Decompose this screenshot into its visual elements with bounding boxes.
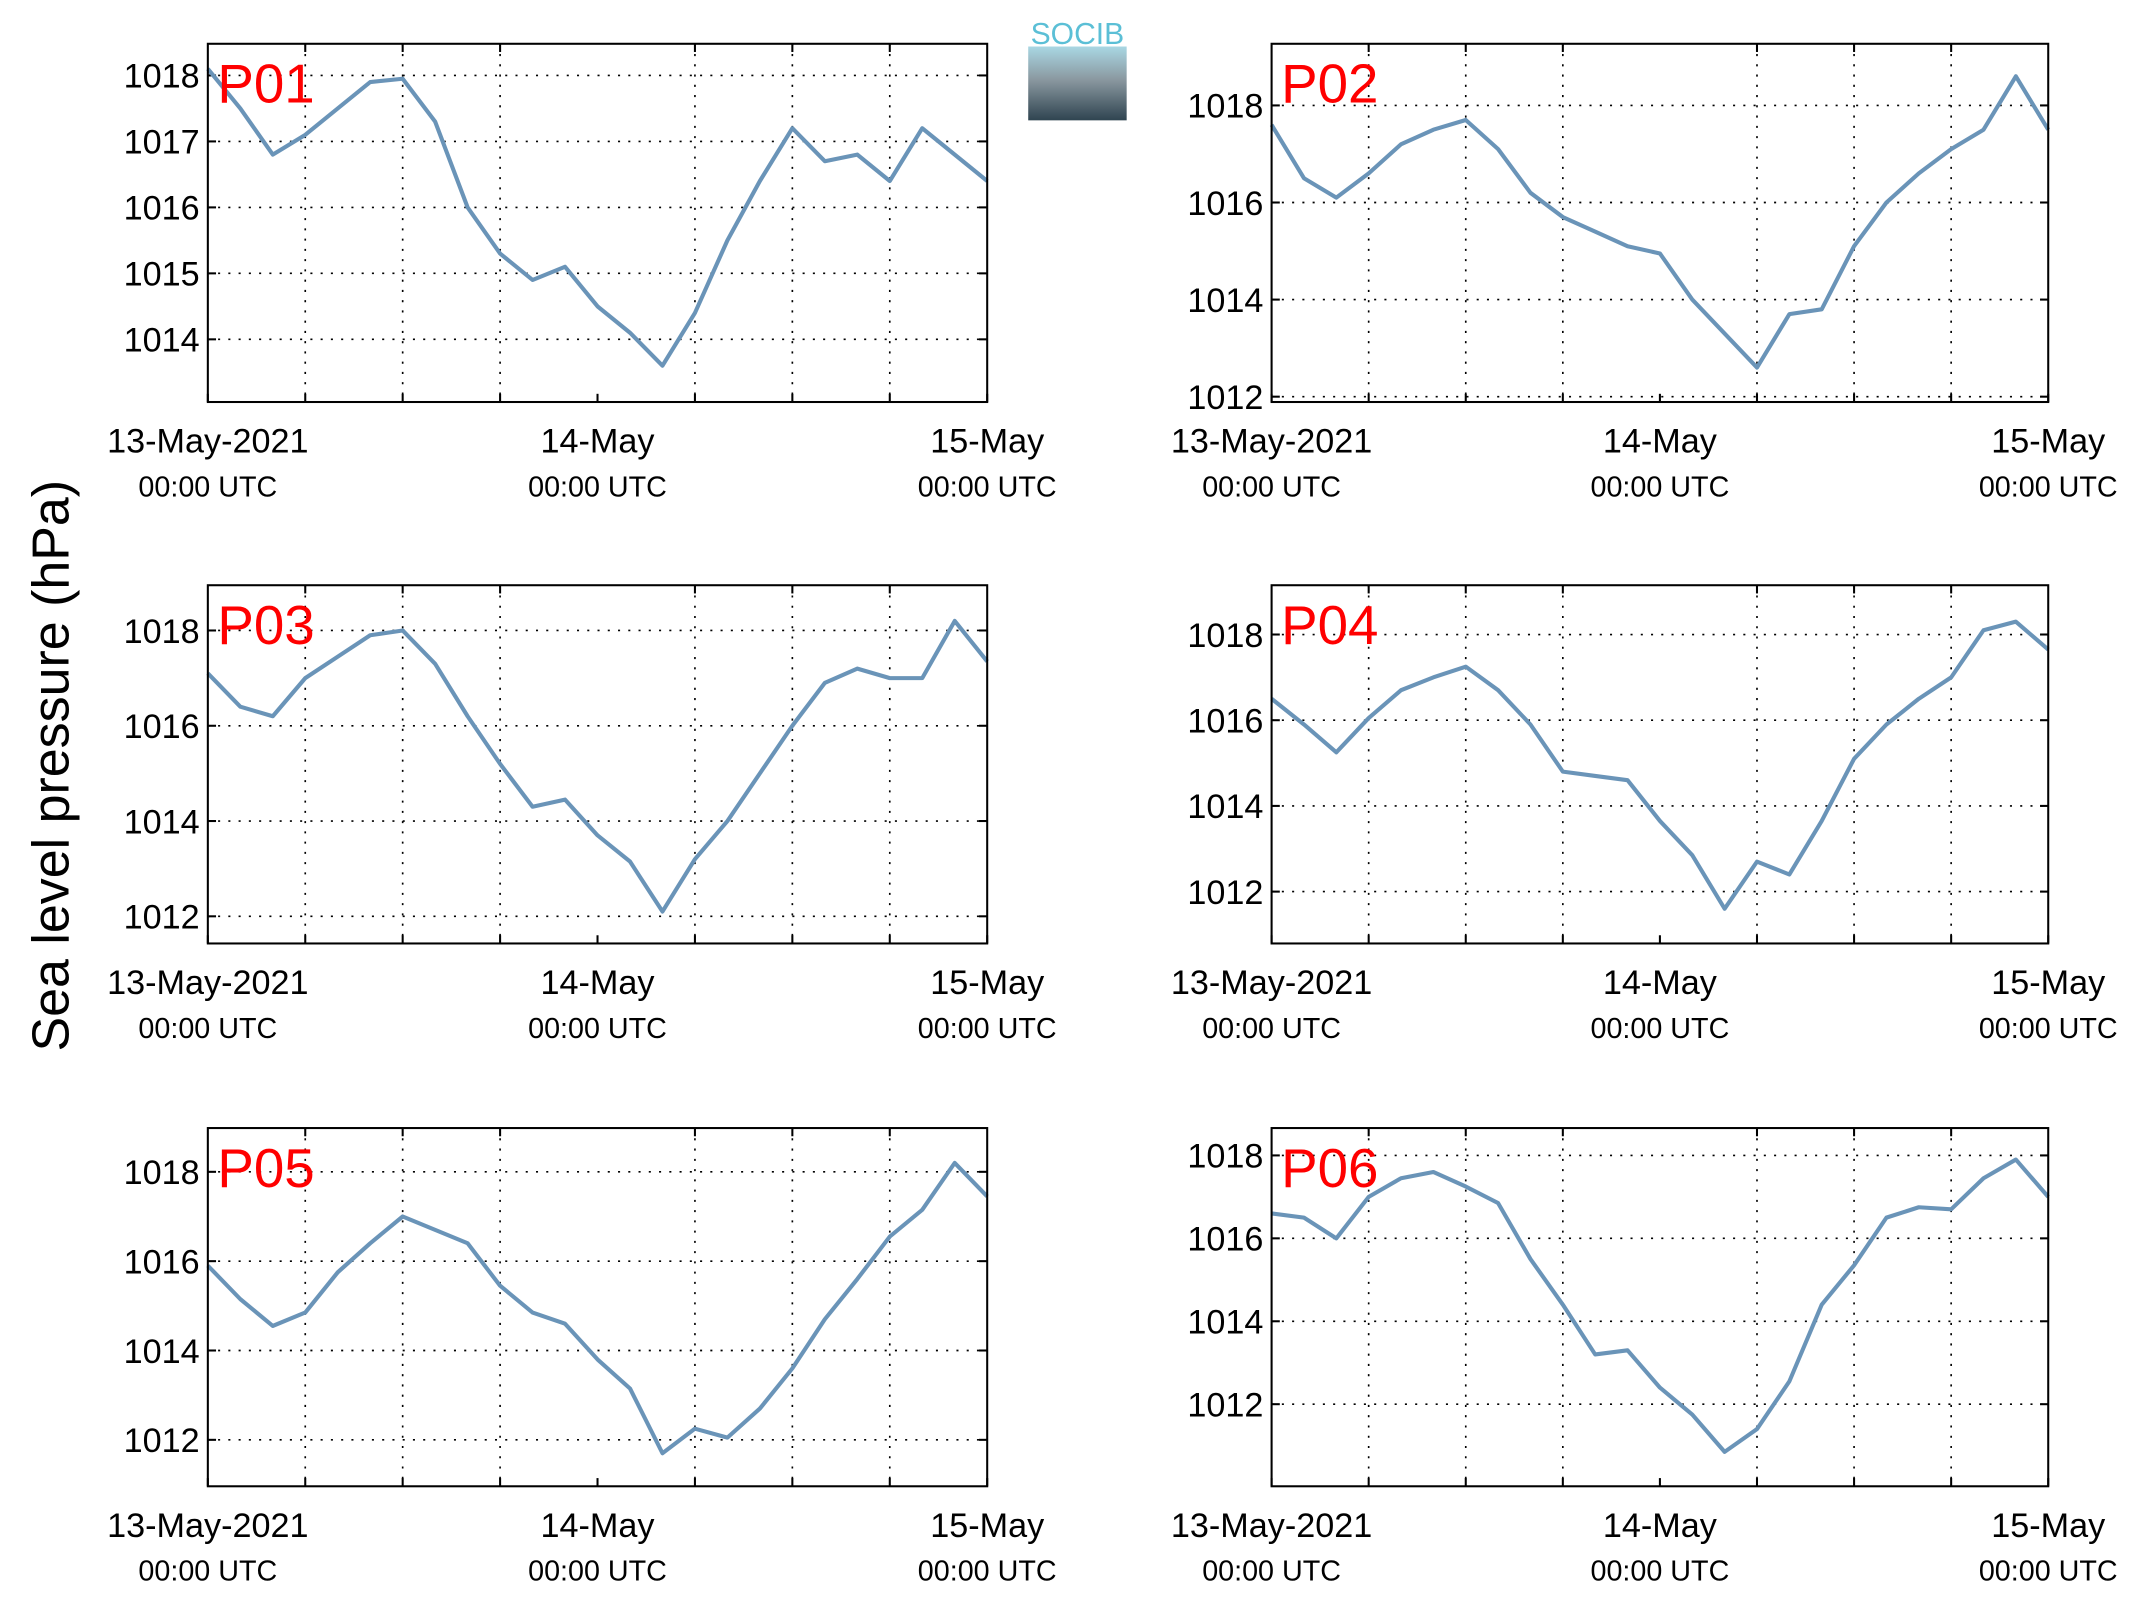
x-tick-label: 14-May — [1603, 964, 1718, 1002]
x-tick-label: 15-May — [930, 423, 1045, 461]
y-tick-label: 1017 — [124, 124, 200, 162]
logo-box — [1028, 46, 1127, 121]
x-tick-label: 14-May — [541, 964, 656, 1002]
y-axis-label: Sea level pressure (hPa) — [22, 480, 80, 1052]
data-line — [206, 67, 989, 368]
x-tick-sublabel: 00:00 UTC — [1202, 471, 1341, 503]
plot-frame — [1270, 584, 2050, 945]
y-tick-label: 1018 — [1187, 617, 1263, 655]
plot-frame — [206, 1127, 989, 1488]
plot-area — [207, 585, 988, 944]
y-tick-label: 1014 — [1187, 788, 1263, 826]
x-tick-sublabel: 00:00 UTC — [918, 471, 1057, 503]
x-tick-label: 15-May — [1991, 1507, 2106, 1545]
x-tick-sublabel: 00:00 UTC — [918, 1556, 1057, 1588]
x-tick-sublabel: 00:00 UTC — [1202, 1556, 1341, 1588]
plot-frame — [206, 584, 989, 945]
x-tick-label: 14-May — [1603, 1507, 1718, 1545]
x-tick-label: 13-May-2021 — [1171, 1507, 1372, 1545]
x-tick-sublabel: 00:00 UTC — [1591, 471, 1730, 503]
x-tick-label: 14-May — [1603, 423, 1718, 461]
logo-text: SOCIB — [1031, 18, 1125, 51]
y-tick-label: 1014 — [1187, 1304, 1263, 1342]
x-tick-sublabel: 00:00 UTC — [138, 1013, 277, 1045]
y-tick-label: 1012 — [124, 1422, 200, 1460]
y-tick-label: 1016 — [124, 708, 200, 746]
y-tick-label: 1014 — [124, 1333, 200, 1371]
y-tick-label: 1016 — [1187, 703, 1263, 741]
y-tick-label: 1014 — [124, 322, 200, 360]
plot-frame — [1270, 1127, 2050, 1488]
x-tick-label: 14-May — [541, 1507, 656, 1545]
y-tick-label: 1016 — [1187, 1221, 1263, 1259]
y-tick-label: 1012 — [1187, 1386, 1263, 1424]
panel-title: P01 — [217, 53, 314, 115]
data-line — [1271, 1157, 2050, 1454]
y-tick-label: 1012 — [1187, 379, 1263, 417]
x-tick-label: 15-May — [1991, 423, 2106, 461]
x-tick-label: 15-May — [930, 1507, 1045, 1545]
plot-area — [207, 43, 988, 403]
x-tick-sublabel: 00:00 UTC — [1979, 1013, 2118, 1045]
plot-frame — [1270, 42, 2050, 404]
x-tick-sublabel: 00:00 UTC — [1979, 471, 2118, 503]
plot-frame — [206, 42, 989, 404]
x-tick-label: 13-May-2021 — [107, 423, 308, 461]
x-tick-label: 13-May-2021 — [1171, 423, 1372, 461]
panel-title: P05 — [217, 1137, 314, 1199]
data-line — [1269, 74, 2050, 370]
y-tick-label: 1012 — [124, 899, 200, 937]
y-tick-label: 1016 — [124, 1243, 200, 1281]
data-line — [206, 1160, 989, 1456]
y-tick-label: 1018 — [124, 613, 200, 651]
y-tick-label: 1018 — [124, 1154, 200, 1192]
y-tick-label: 1018 — [124, 58, 200, 96]
panel-title: P04 — [1281, 594, 1378, 656]
x-tick-sublabel: 00:00 UTC — [138, 471, 277, 503]
y-tick-label: 1014 — [1187, 282, 1263, 320]
plot-area — [1271, 1128, 2049, 1487]
data-line — [1270, 619, 2050, 911]
x-tick-label: 14-May — [541, 423, 656, 461]
x-tick-sublabel: 00:00 UTC — [528, 1556, 667, 1588]
plot-area — [207, 1128, 988, 1487]
y-tick-label: 1012 — [1187, 874, 1263, 912]
y-tick-label: 1015 — [124, 256, 200, 294]
x-tick-label: 13-May-2021 — [107, 964, 308, 1002]
x-tick-label: 13-May-2021 — [107, 1507, 308, 1545]
y-tick-label: 1014 — [124, 803, 200, 841]
x-tick-sublabel: 00:00 UTC — [1591, 1556, 1730, 1588]
x-tick-label: 15-May — [930, 964, 1045, 1002]
x-tick-sublabel: 00:00 UTC — [1591, 1013, 1730, 1045]
panel-title: P03 — [217, 594, 314, 656]
x-tick-sublabel: 00:00 UTC — [1202, 1013, 1341, 1045]
plot-area — [1271, 43, 2049, 403]
x-tick-label: 15-May — [1991, 964, 2106, 1002]
x-tick-sublabel: 00:00 UTC — [918, 1013, 1057, 1045]
y-tick-label: 1018 — [1187, 88, 1263, 126]
data-line — [206, 618, 989, 914]
y-tick-label: 1016 — [1187, 185, 1263, 223]
plot-area — [1271, 585, 2049, 944]
panel-title: P02 — [1281, 53, 1378, 115]
x-tick-sublabel: 00:00 UTC — [138, 1556, 277, 1588]
y-tick-label: 1018 — [1187, 1138, 1263, 1176]
x-tick-sublabel: 00:00 UTC — [528, 471, 667, 503]
panel-title: P06 — [1281, 1137, 1378, 1199]
x-tick-sublabel: 00:00 UTC — [528, 1013, 667, 1045]
x-tick-sublabel: 00:00 UTC — [1979, 1556, 2118, 1588]
x-tick-label: 13-May-2021 — [1171, 964, 1372, 1002]
y-tick-label: 1016 — [124, 190, 200, 228]
